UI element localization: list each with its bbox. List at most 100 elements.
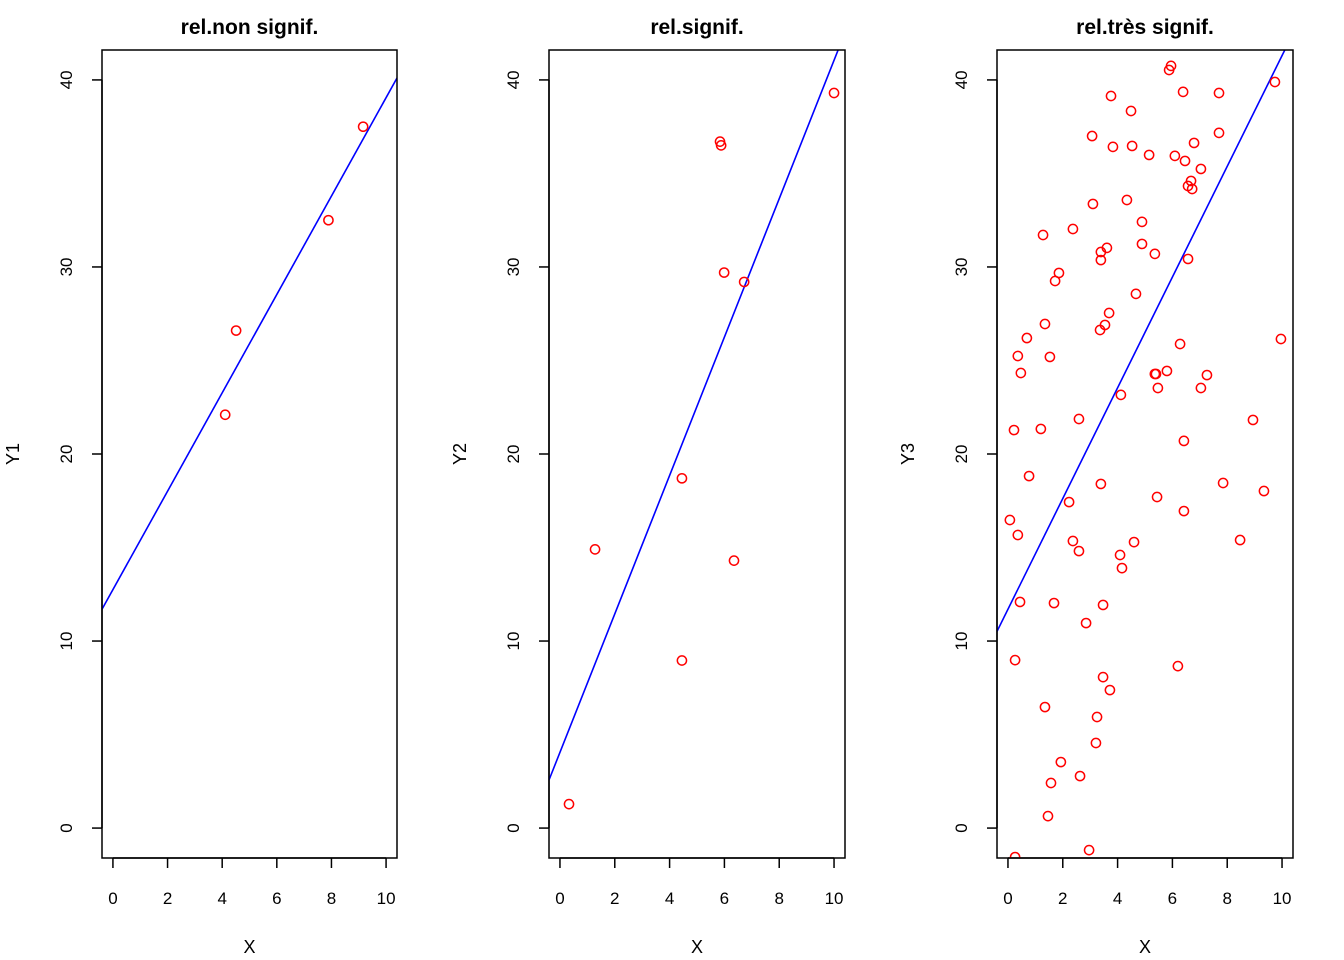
data-point <box>1213 127 1225 139</box>
data-point <box>1008 424 1020 436</box>
data-point <box>676 472 688 484</box>
x-tick-label: 0 <box>1003 889 1012 908</box>
data-point <box>1275 333 1287 345</box>
x-tick-label: 10 <box>377 889 396 908</box>
data-point <box>1217 477 1229 489</box>
x-axis-label: X <box>691 937 703 957</box>
data-point <box>1095 254 1107 266</box>
data-point <box>1114 549 1126 561</box>
data-point <box>1152 382 1164 394</box>
x-axis-label: X <box>1139 937 1151 957</box>
data-point <box>1067 223 1079 235</box>
data-point <box>1094 324 1106 336</box>
plot-box <box>996 49 1294 859</box>
data-point <box>1115 389 1127 401</box>
data-point <box>1086 130 1098 142</box>
data-point <box>1045 777 1057 789</box>
data-point <box>1063 496 1075 508</box>
data-point <box>1048 597 1060 609</box>
data-point <box>1182 253 1194 265</box>
data-point <box>1087 198 1099 210</box>
data-point <box>1012 529 1024 541</box>
data-point <box>1023 470 1035 482</box>
data-point <box>1188 137 1200 149</box>
x-tick-label: 6 <box>272 889 281 908</box>
x-tick-label: 4 <box>665 889 674 908</box>
x-tick-label: 10 <box>825 889 844 908</box>
data-point <box>1097 599 1109 611</box>
panel-title: rel.très signif. <box>1076 16 1214 39</box>
data-point <box>589 544 601 555</box>
x-tick-label: 6 <box>720 889 729 908</box>
data-point <box>1042 810 1054 822</box>
data-point <box>1073 413 1085 425</box>
y-tick-label: 0 <box>57 823 76 832</box>
panel-3: rel.très signif. 0 2 4 6 8 10 X 0 10 20 30 40 Y3 <box>898 16 1294 957</box>
data-point <box>1095 478 1107 490</box>
x-tick-label: 2 <box>610 889 619 908</box>
data-point <box>1174 338 1186 350</box>
data-point <box>1095 246 1107 258</box>
data-point <box>1055 756 1067 768</box>
data-point <box>1161 365 1173 377</box>
plot-box <box>548 49 846 859</box>
y-tick-label: 30 <box>504 258 523 277</box>
regression-line <box>549 50 839 781</box>
data-point <box>323 214 334 226</box>
y-axis-label: Y1 <box>3 443 23 465</box>
data-point <box>1074 770 1086 782</box>
x-axis-label: X <box>243 937 255 957</box>
data-point <box>715 140 727 151</box>
data-point <box>230 325 242 336</box>
panel-title: rel.signif. <box>650 16 743 39</box>
data-point <box>1083 844 1095 856</box>
data-point <box>1172 660 1184 672</box>
x-tick-label: 8 <box>327 889 336 908</box>
x-tick-label: 4 <box>217 889 226 908</box>
data-point <box>1178 505 1190 517</box>
data-point <box>1080 617 1092 629</box>
data-point <box>1097 671 1109 683</box>
data-point <box>1130 288 1142 300</box>
regression-line <box>997 50 1286 632</box>
y-tick-label: 0 <box>952 823 971 832</box>
data-point <box>1004 514 1016 526</box>
data-point <box>1103 307 1115 319</box>
data-point <box>1195 382 1207 394</box>
data-point <box>1090 737 1102 749</box>
data-point <box>676 655 688 666</box>
data-point <box>1035 423 1047 435</box>
data-point <box>1009 654 1021 666</box>
data-point <box>1169 150 1181 162</box>
panel-2: rel.signif. 0 2 4 6 8 10 X 0 10 20 30 40 Y2 <box>450 16 846 957</box>
x-tick-label: 10 <box>1273 889 1292 908</box>
data-point <box>1014 596 1026 608</box>
y-tick-label: 30 <box>952 258 971 277</box>
y-tick-label: 20 <box>952 445 971 464</box>
data-point <box>1150 368 1162 380</box>
data-point <box>1039 318 1051 330</box>
data-point <box>1128 536 1140 548</box>
y-tick-label: 20 <box>57 445 76 464</box>
data-point <box>1269 76 1281 88</box>
data-point <box>1049 275 1061 287</box>
data-point <box>1136 238 1148 250</box>
panel-1: rel.non signif. 0 2 4 6 8 10 X 0 10 20 30 40 Y1 <box>3 16 398 957</box>
data-point <box>1186 183 1198 195</box>
y-tick-label: 0 <box>504 823 523 832</box>
data-point <box>1177 86 1189 98</box>
y-tick-label: 40 <box>952 70 971 89</box>
data-point <box>1009 851 1021 858</box>
plot-box <box>101 49 398 859</box>
y-axis-label: Y2 <box>450 443 470 465</box>
y-tick-label: 10 <box>952 632 971 651</box>
data-point <box>1125 105 1137 117</box>
data-point <box>1091 711 1103 723</box>
x-tick-label: 2 <box>1058 889 1067 908</box>
data-point <box>1136 216 1148 228</box>
data-point <box>728 555 740 566</box>
data-point <box>1039 701 1051 713</box>
data-point <box>1143 149 1155 161</box>
data-point <box>1067 535 1079 547</box>
